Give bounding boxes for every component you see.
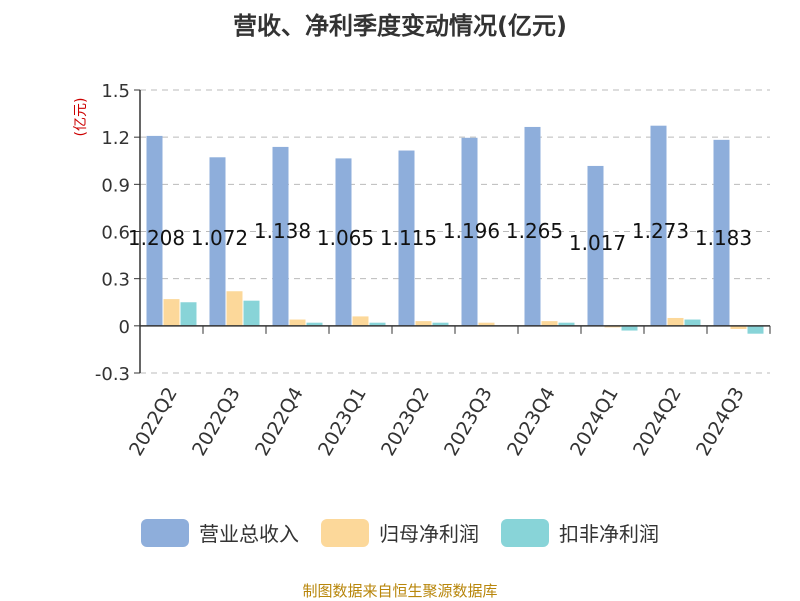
y-tick-label: 1.2 xyxy=(101,128,130,149)
bar-value-label: 1.196 xyxy=(443,219,500,243)
bar-revenue xyxy=(209,157,226,326)
bar-revenue xyxy=(335,158,352,326)
bar-deducted-profit xyxy=(558,322,575,326)
bar-value-label: 1.273 xyxy=(632,219,689,243)
bar-value-label: 1.138 xyxy=(254,219,311,243)
y-tick-label: -0.3 xyxy=(95,364,130,385)
bar-revenue xyxy=(587,165,604,326)
x-category-label: 2022Q4 xyxy=(251,384,308,460)
bar-revenue xyxy=(713,139,730,326)
y-axis-unit-label: (亿元) xyxy=(73,98,89,137)
bar-net-profit xyxy=(415,321,432,326)
legend-swatch-deducted-profit xyxy=(501,518,549,547)
y-tick-label: 1.5 xyxy=(101,81,130,102)
bar-revenue xyxy=(650,125,667,326)
chart-legend: 营业总收入 归母净利润 扣非净利润 xyxy=(0,518,800,547)
bar-deducted-profit xyxy=(621,325,638,331)
chart-title: 营收、净利季度变动情况(亿元) xyxy=(233,12,567,40)
y-tick-label: 0.6 xyxy=(101,223,130,244)
bar-net-profit xyxy=(289,319,306,326)
bar-deducted-profit xyxy=(243,300,260,326)
x-category-label: 2024Q1 xyxy=(566,384,623,460)
x-category-label: 2023Q3 xyxy=(440,384,497,460)
bar-deducted-profit xyxy=(684,319,701,326)
x-category-label: 2023Q4 xyxy=(503,384,560,460)
data-source-note: 制图数据来自恒生聚源数据库 xyxy=(302,582,498,600)
legend-swatch-revenue xyxy=(141,518,189,547)
y-tick-label: 0 xyxy=(119,317,130,338)
x-category-label: 2024Q2 xyxy=(629,384,686,460)
legend-item-net-profit[interactable]: 归母净利润 xyxy=(321,518,479,547)
bar-deducted-profit xyxy=(369,322,386,326)
legend-label-net-profit: 归母净利润 xyxy=(379,522,479,546)
bar-deducted-profit xyxy=(747,325,764,334)
legend-item-revenue[interactable]: 营业总收入 xyxy=(141,518,299,547)
legend-label-deducted-profit: 扣非净利润 xyxy=(559,522,659,546)
x-category-label: 2023Q2 xyxy=(377,384,434,460)
x-category-label: 2023Q1 xyxy=(314,384,371,460)
bar-revenue xyxy=(272,146,289,326)
x-category-label: 2022Q2 xyxy=(125,384,182,460)
bar-revenue xyxy=(398,150,415,326)
bar-revenue xyxy=(461,137,478,326)
x-category-label: 2022Q3 xyxy=(188,384,245,460)
bar-net-profit xyxy=(163,299,180,326)
bar-net-profit xyxy=(541,321,558,326)
y-tick-label: 0.9 xyxy=(101,175,130,196)
bar-net-profit xyxy=(478,322,495,326)
bar-net-profit xyxy=(604,325,621,328)
bar-net-profit xyxy=(730,325,747,329)
y-axis-unit-text: (亿元) xyxy=(73,98,89,137)
bar-value-label: 1.072 xyxy=(191,226,248,250)
bar-net-profit xyxy=(352,316,369,326)
bar-deducted-profit xyxy=(432,322,449,326)
bar-net-profit xyxy=(667,317,684,326)
legend-swatch-net-profit xyxy=(321,518,369,547)
bar-net-profit xyxy=(226,291,243,326)
bar-value-label: 1.183 xyxy=(695,226,752,250)
legend-item-deducted-profit[interactable]: 扣非净利润 xyxy=(501,518,659,547)
legend-label-revenue: 营业总收入 xyxy=(199,522,299,546)
bar-deducted-profit xyxy=(180,302,197,326)
bar-value-label: 1.065 xyxy=(317,226,374,250)
bar-value-label: 1.017 xyxy=(569,231,626,255)
x-category-label: 2024Q3 xyxy=(692,384,749,460)
bar-revenue xyxy=(524,126,541,326)
bar-deducted-profit xyxy=(306,322,323,326)
bar-revenue xyxy=(146,135,163,326)
y-tick-label: 0.3 xyxy=(101,270,130,291)
bar-value-label: 1.265 xyxy=(506,219,563,243)
bar-value-label: 1.208 xyxy=(128,226,185,250)
bar-value-label: 1.115 xyxy=(380,226,437,250)
